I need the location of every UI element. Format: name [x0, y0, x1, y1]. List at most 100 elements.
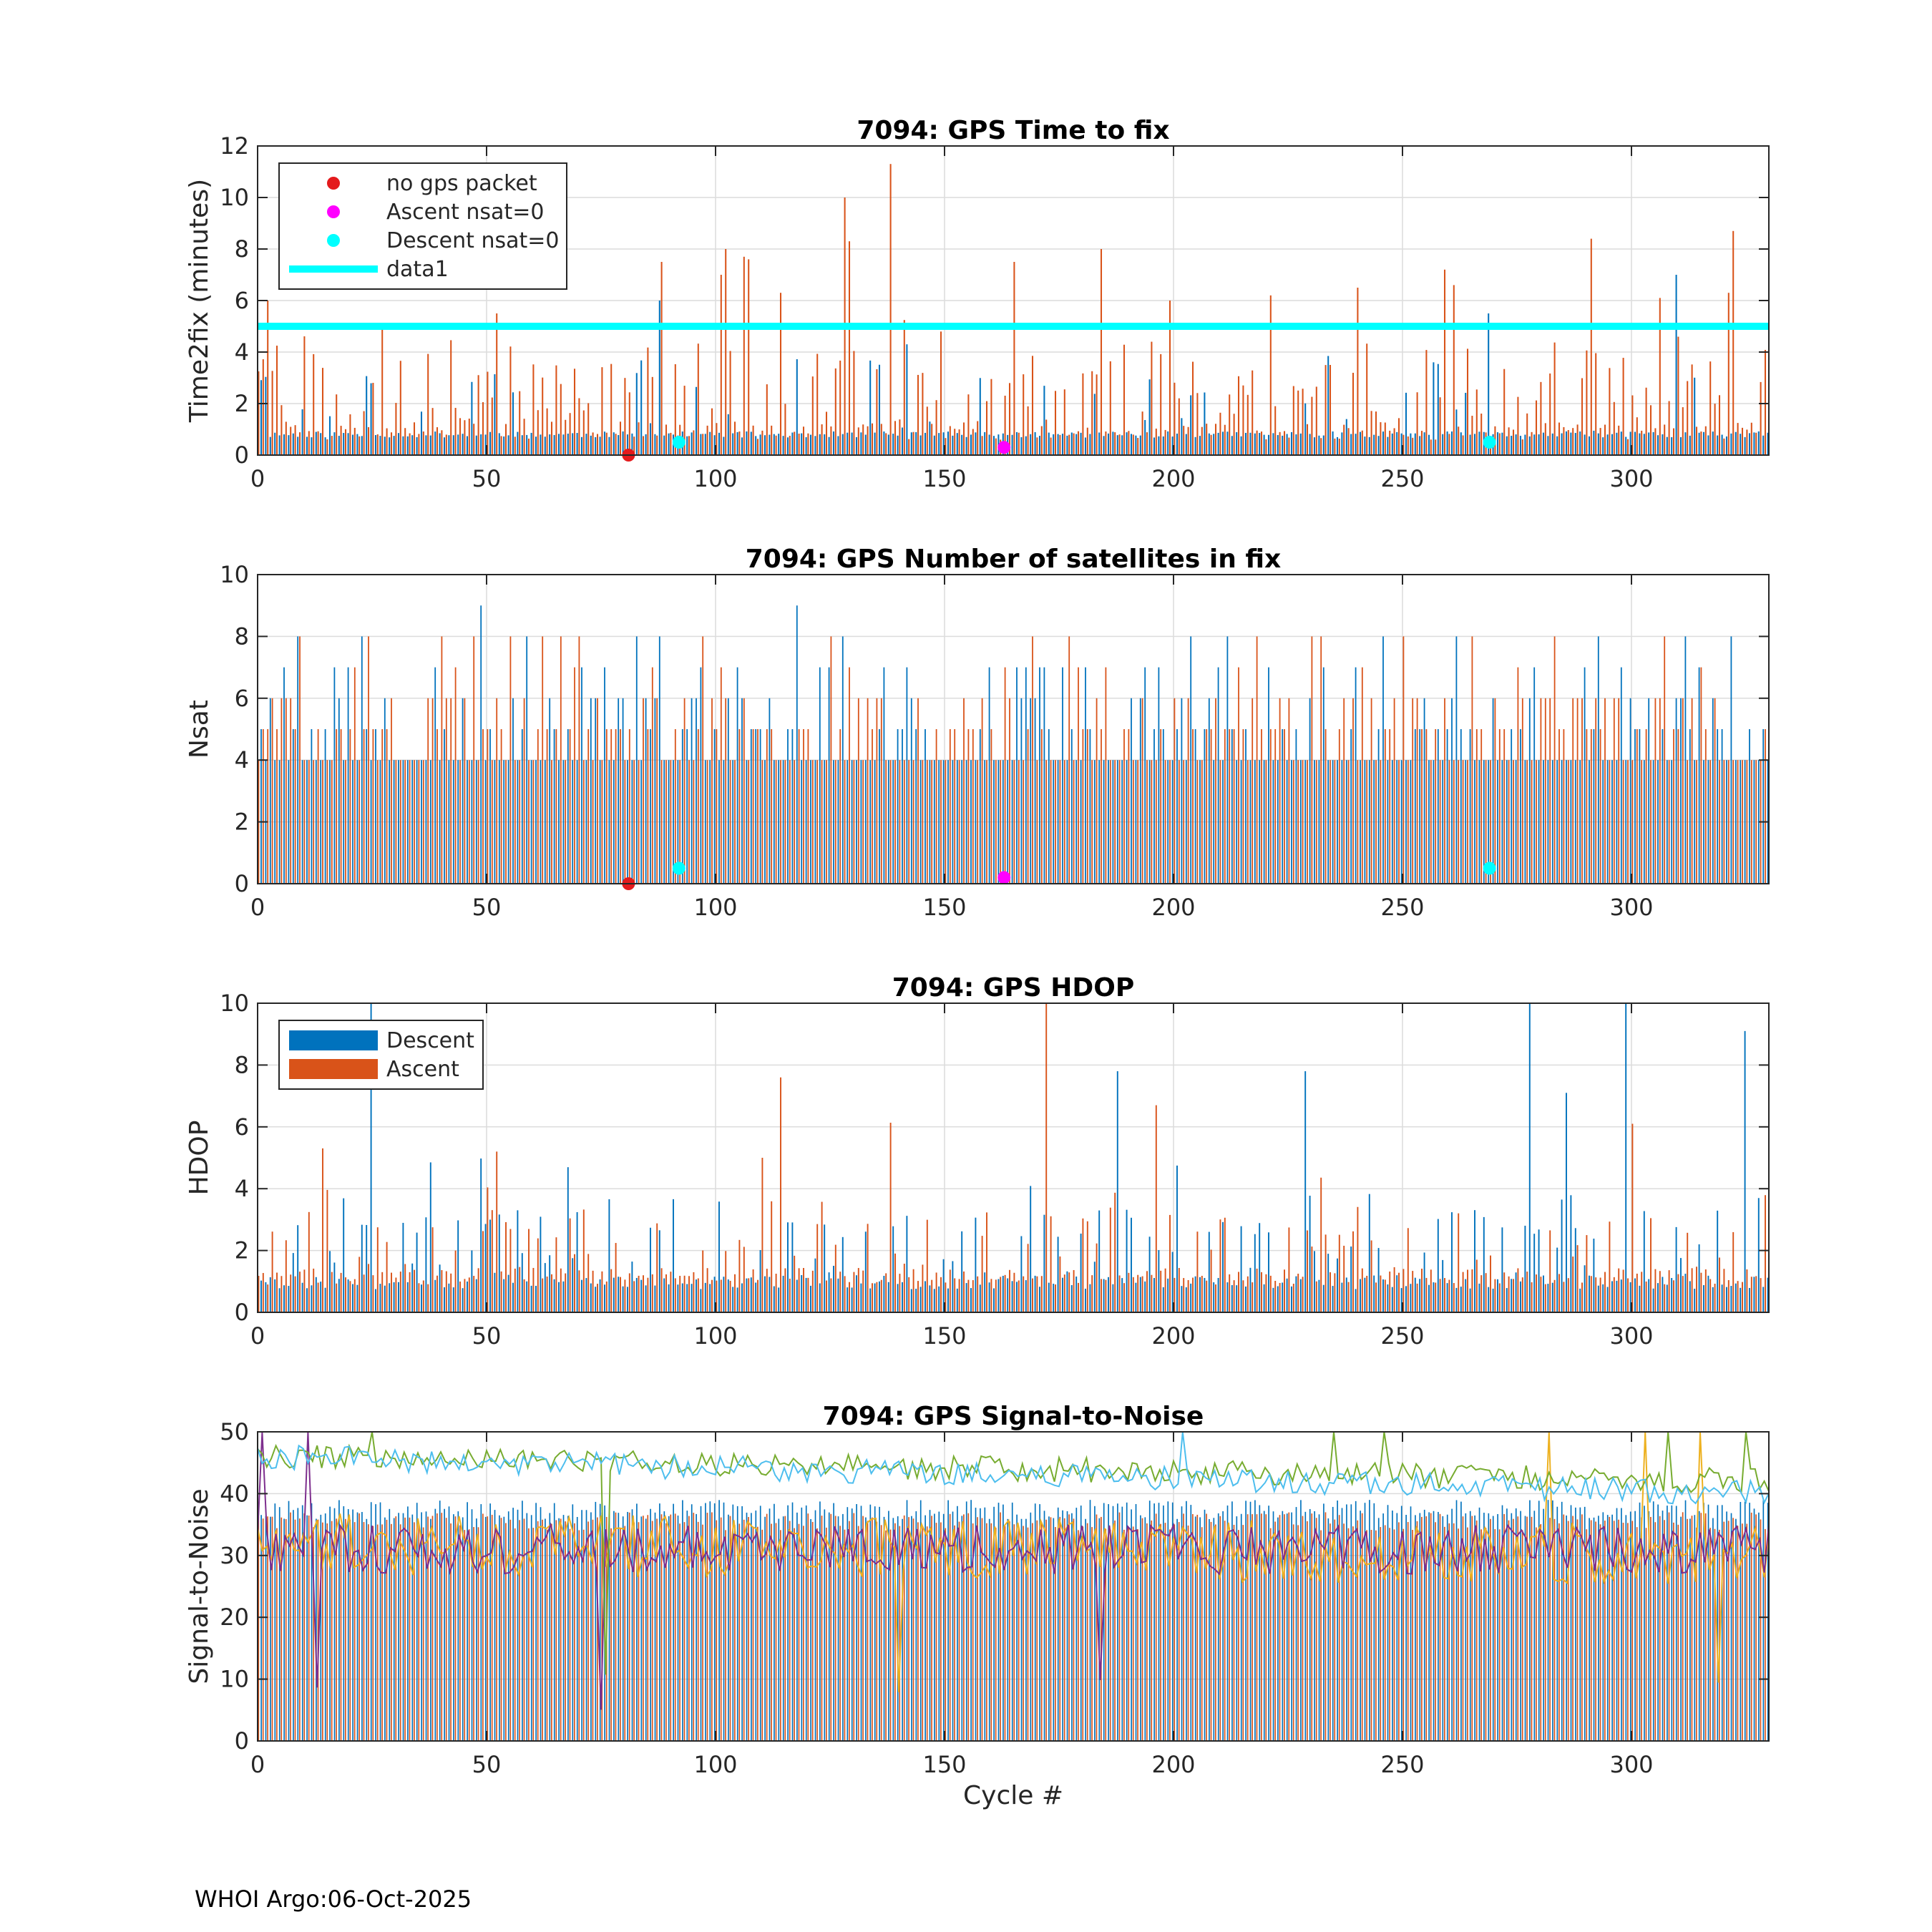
- ascent-bar: [1274, 406, 1277, 455]
- ascent-bars-bar: [1105, 1528, 1107, 1741]
- ascent-bar: [514, 1268, 516, 1312]
- descent-bars-bar: [1575, 1507, 1576, 1741]
- ascent-bar: [798, 729, 800, 884]
- descent-bars-bar: [425, 1511, 427, 1741]
- descent-bar: [411, 435, 414, 455]
- ascent-bar: [1576, 1245, 1579, 1312]
- ascent-bar: [340, 426, 342, 455]
- ascent-bar: [1453, 760, 1455, 884]
- ascent-bar: [844, 1276, 846, 1312]
- descent-bars-bar: [453, 1514, 454, 1741]
- descent-bar: [1108, 1277, 1109, 1312]
- descent-bars-bar: [1085, 1518, 1086, 1741]
- descent-bar: [402, 436, 404, 455]
- ascent-bar: [1732, 760, 1735, 884]
- descent-bars-bar: [356, 1512, 358, 1741]
- ascent-bar: [271, 371, 273, 455]
- ascent-bars-bar: [1719, 1529, 1720, 1741]
- ascent-bar: [1508, 1276, 1510, 1312]
- descent-bar: [713, 729, 716, 884]
- descent-bar: [484, 760, 487, 884]
- ascent-bar: [527, 438, 530, 455]
- ascent-bar: [445, 698, 447, 884]
- descent-bar: [709, 760, 711, 884]
- descent-bar: [1135, 760, 1137, 884]
- ascent-bar: [1261, 729, 1262, 884]
- descent-bar: [1702, 431, 1705, 455]
- ascent-bar: [1631, 760, 1634, 884]
- ascent-bars: [258, 164, 1767, 455]
- ascent-bar: [1160, 1270, 1162, 1312]
- descent-bars-bar: [929, 1510, 931, 1741]
- ascent-bars-bar: [660, 1514, 663, 1741]
- descent-bar: [1767, 1277, 1769, 1312]
- descent-bar: [1299, 433, 1302, 455]
- descent-bar: [1574, 760, 1576, 884]
- descent-bar: [947, 760, 949, 884]
- ascent-bar: [546, 408, 548, 455]
- ascent-bar: [1480, 414, 1483, 455]
- descent-bar: [1355, 1289, 1357, 1312]
- ascent-bars-bar: [1137, 1529, 1138, 1741]
- descent-bar: [1712, 1287, 1714, 1312]
- descent-bars-bar: [1254, 1500, 1256, 1741]
- ascent-bar: [1723, 438, 1725, 455]
- descent-bars-bar: [961, 1516, 963, 1741]
- ascent-bar: [1045, 1003, 1048, 1312]
- ascent-bar: [262, 1273, 264, 1312]
- descent-bar: [384, 1285, 386, 1312]
- descent-bar: [851, 432, 853, 455]
- ascent-bar: [1572, 428, 1574, 455]
- ascent-bar: [1439, 760, 1441, 884]
- ascent-bar: [834, 760, 836, 884]
- descent-bar: [906, 1216, 908, 1312]
- ascent-bar: [1366, 760, 1368, 884]
- ascent-bars-bar: [1458, 1528, 1459, 1741]
- descent-bars-bar: [467, 1502, 468, 1741]
- ascent-bar: [1765, 1195, 1766, 1312]
- descent-bar: [1473, 434, 1476, 455]
- ascent-bar: [504, 424, 507, 455]
- descent-bar: [1414, 433, 1416, 455]
- descent-bar: [1749, 1287, 1750, 1312]
- ascent-bars-bar: [977, 1517, 978, 1741]
- ascent-bar: [656, 698, 658, 884]
- ascent-bar: [871, 423, 874, 455]
- ascent-bars-bar: [1027, 1527, 1029, 1741]
- descent-bar: [1465, 760, 1467, 884]
- descent-bar: [691, 698, 693, 884]
- descent-bar: [1116, 760, 1118, 884]
- descent-bar: [713, 1277, 716, 1312]
- ascent-bar: [1073, 433, 1075, 455]
- ascent-bar: [1462, 435, 1464, 455]
- ascent-bar: [1494, 1279, 1496, 1312]
- descent-bar: [1286, 760, 1288, 884]
- descent-bars-bar: [1304, 1511, 1307, 1741]
- descent-bar: [1506, 760, 1508, 884]
- ascent-bars-bar: [280, 1517, 283, 1741]
- descent-bar: [1341, 760, 1343, 884]
- descent-bars-bar: [1511, 1513, 1513, 1741]
- ascent-bars-bar: [1192, 1513, 1194, 1741]
- descent-bar: [919, 435, 922, 455]
- ascent-bar: [867, 1224, 869, 1312]
- ascent-bar: [1105, 1279, 1107, 1312]
- descent-bar: [1190, 395, 1192, 455]
- descent-bars-bar: [1131, 1509, 1132, 1741]
- descent-bar: [1295, 729, 1297, 884]
- descent-bar: [498, 433, 500, 455]
- ascent-bar: [1682, 1276, 1684, 1312]
- ascent-bar: [505, 760, 507, 884]
- ascent-bars-bar: [958, 1521, 960, 1741]
- descent-bar: [1368, 1194, 1370, 1312]
- ascent-bar: [610, 729, 613, 884]
- ascent-bar: [468, 419, 470, 455]
- descent-bars-bar: [888, 1511, 889, 1741]
- ascent-bar: [1023, 374, 1025, 455]
- ascent-bars-bar: [1696, 1527, 1697, 1741]
- ascent-bar: [1746, 429, 1748, 455]
- descent-bar: [786, 437, 789, 455]
- descent-bar: [333, 1262, 336, 1312]
- ascent-bar: [1320, 438, 1322, 455]
- ascent-bar: [784, 760, 786, 884]
